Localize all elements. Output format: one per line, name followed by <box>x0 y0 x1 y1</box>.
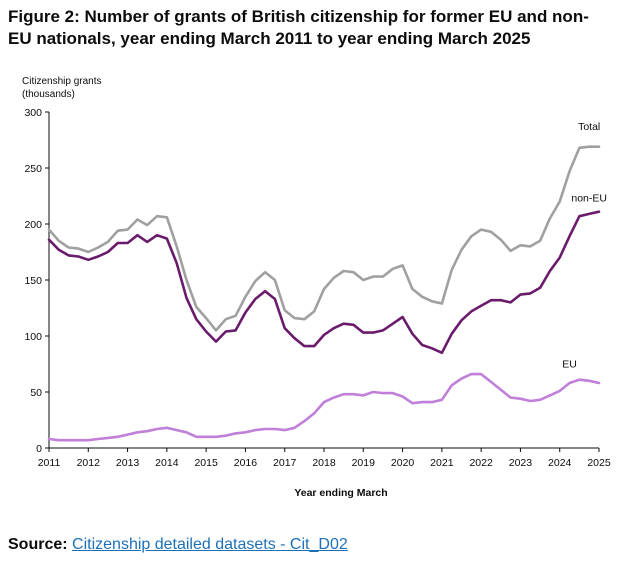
x-tick-label: 2021 <box>430 457 454 469</box>
source-link[interactable]: Citizenship detailed datasets - Cit_D02 <box>72 536 348 553</box>
x-tick-label: 2014 <box>155 457 179 469</box>
y-tick-label: 250 <box>24 163 42 175</box>
x-tick-label: 2019 <box>352 457 376 469</box>
y-axis-title-line-1: Citizenship grants <box>22 76 101 87</box>
y-axis-title-line-2: (thousands) <box>22 89 75 100</box>
x-tick-label: 2025 <box>587 457 611 469</box>
series-label-total: Total <box>578 121 600 133</box>
y-tick-label: 100 <box>24 331 42 343</box>
x-axis-title: Year ending March <box>294 487 387 499</box>
y-tick-label: 50 <box>30 387 42 399</box>
x-tick-label: 2013 <box>116 457 140 469</box>
y-tick-label: 200 <box>24 219 42 231</box>
chart-title: Figure 2: Number of grants of British ci… <box>8 7 589 48</box>
y-tick-label: 150 <box>24 275 42 287</box>
series-label-eu: EU <box>562 358 577 370</box>
source-note: Source: Citizenship detailed datasets - … <box>8 536 348 554</box>
x-tick-label: 2018 <box>312 457 336 469</box>
line-chart: Citizenship grants (thousands) 0 50 100 150… <box>22 76 611 499</box>
y-tick-label: 0 <box>36 443 42 455</box>
x-tick-label: 2011 <box>38 457 61 469</box>
x-tick-label: 2020 <box>391 457 415 469</box>
series-lines <box>47 145 601 442</box>
x-tick-label: 2024 <box>548 457 572 469</box>
series-line-total <box>47 145 601 332</box>
x-tick-label: 2022 <box>469 457 493 469</box>
x-axis: 2011 2012 2013 2014 2015 2016 2017 2018 2019 2020… <box>38 448 611 469</box>
series-labels: Total non-EU EU <box>562 121 607 370</box>
y-axis-title: Citizenship grants (thousands) <box>22 76 101 100</box>
series-line-non-eu <box>47 210 601 355</box>
x-tick-label: 2016 <box>234 457 258 469</box>
x-tick-label: 2012 <box>77 457 101 469</box>
x-tick-label: 2023 <box>509 457 533 469</box>
x-tick-label: 2015 <box>194 457 218 469</box>
y-tick-label: 300 <box>24 107 42 119</box>
series-label-non-eu: non-EU <box>571 193 607 205</box>
x-tick-label: 2017 <box>273 457 297 469</box>
series-line-eu <box>47 372 601 442</box>
source-label: Source: <box>8 536 68 553</box>
y-axis: 0 50 100 150 200 250 300 <box>24 107 49 455</box>
